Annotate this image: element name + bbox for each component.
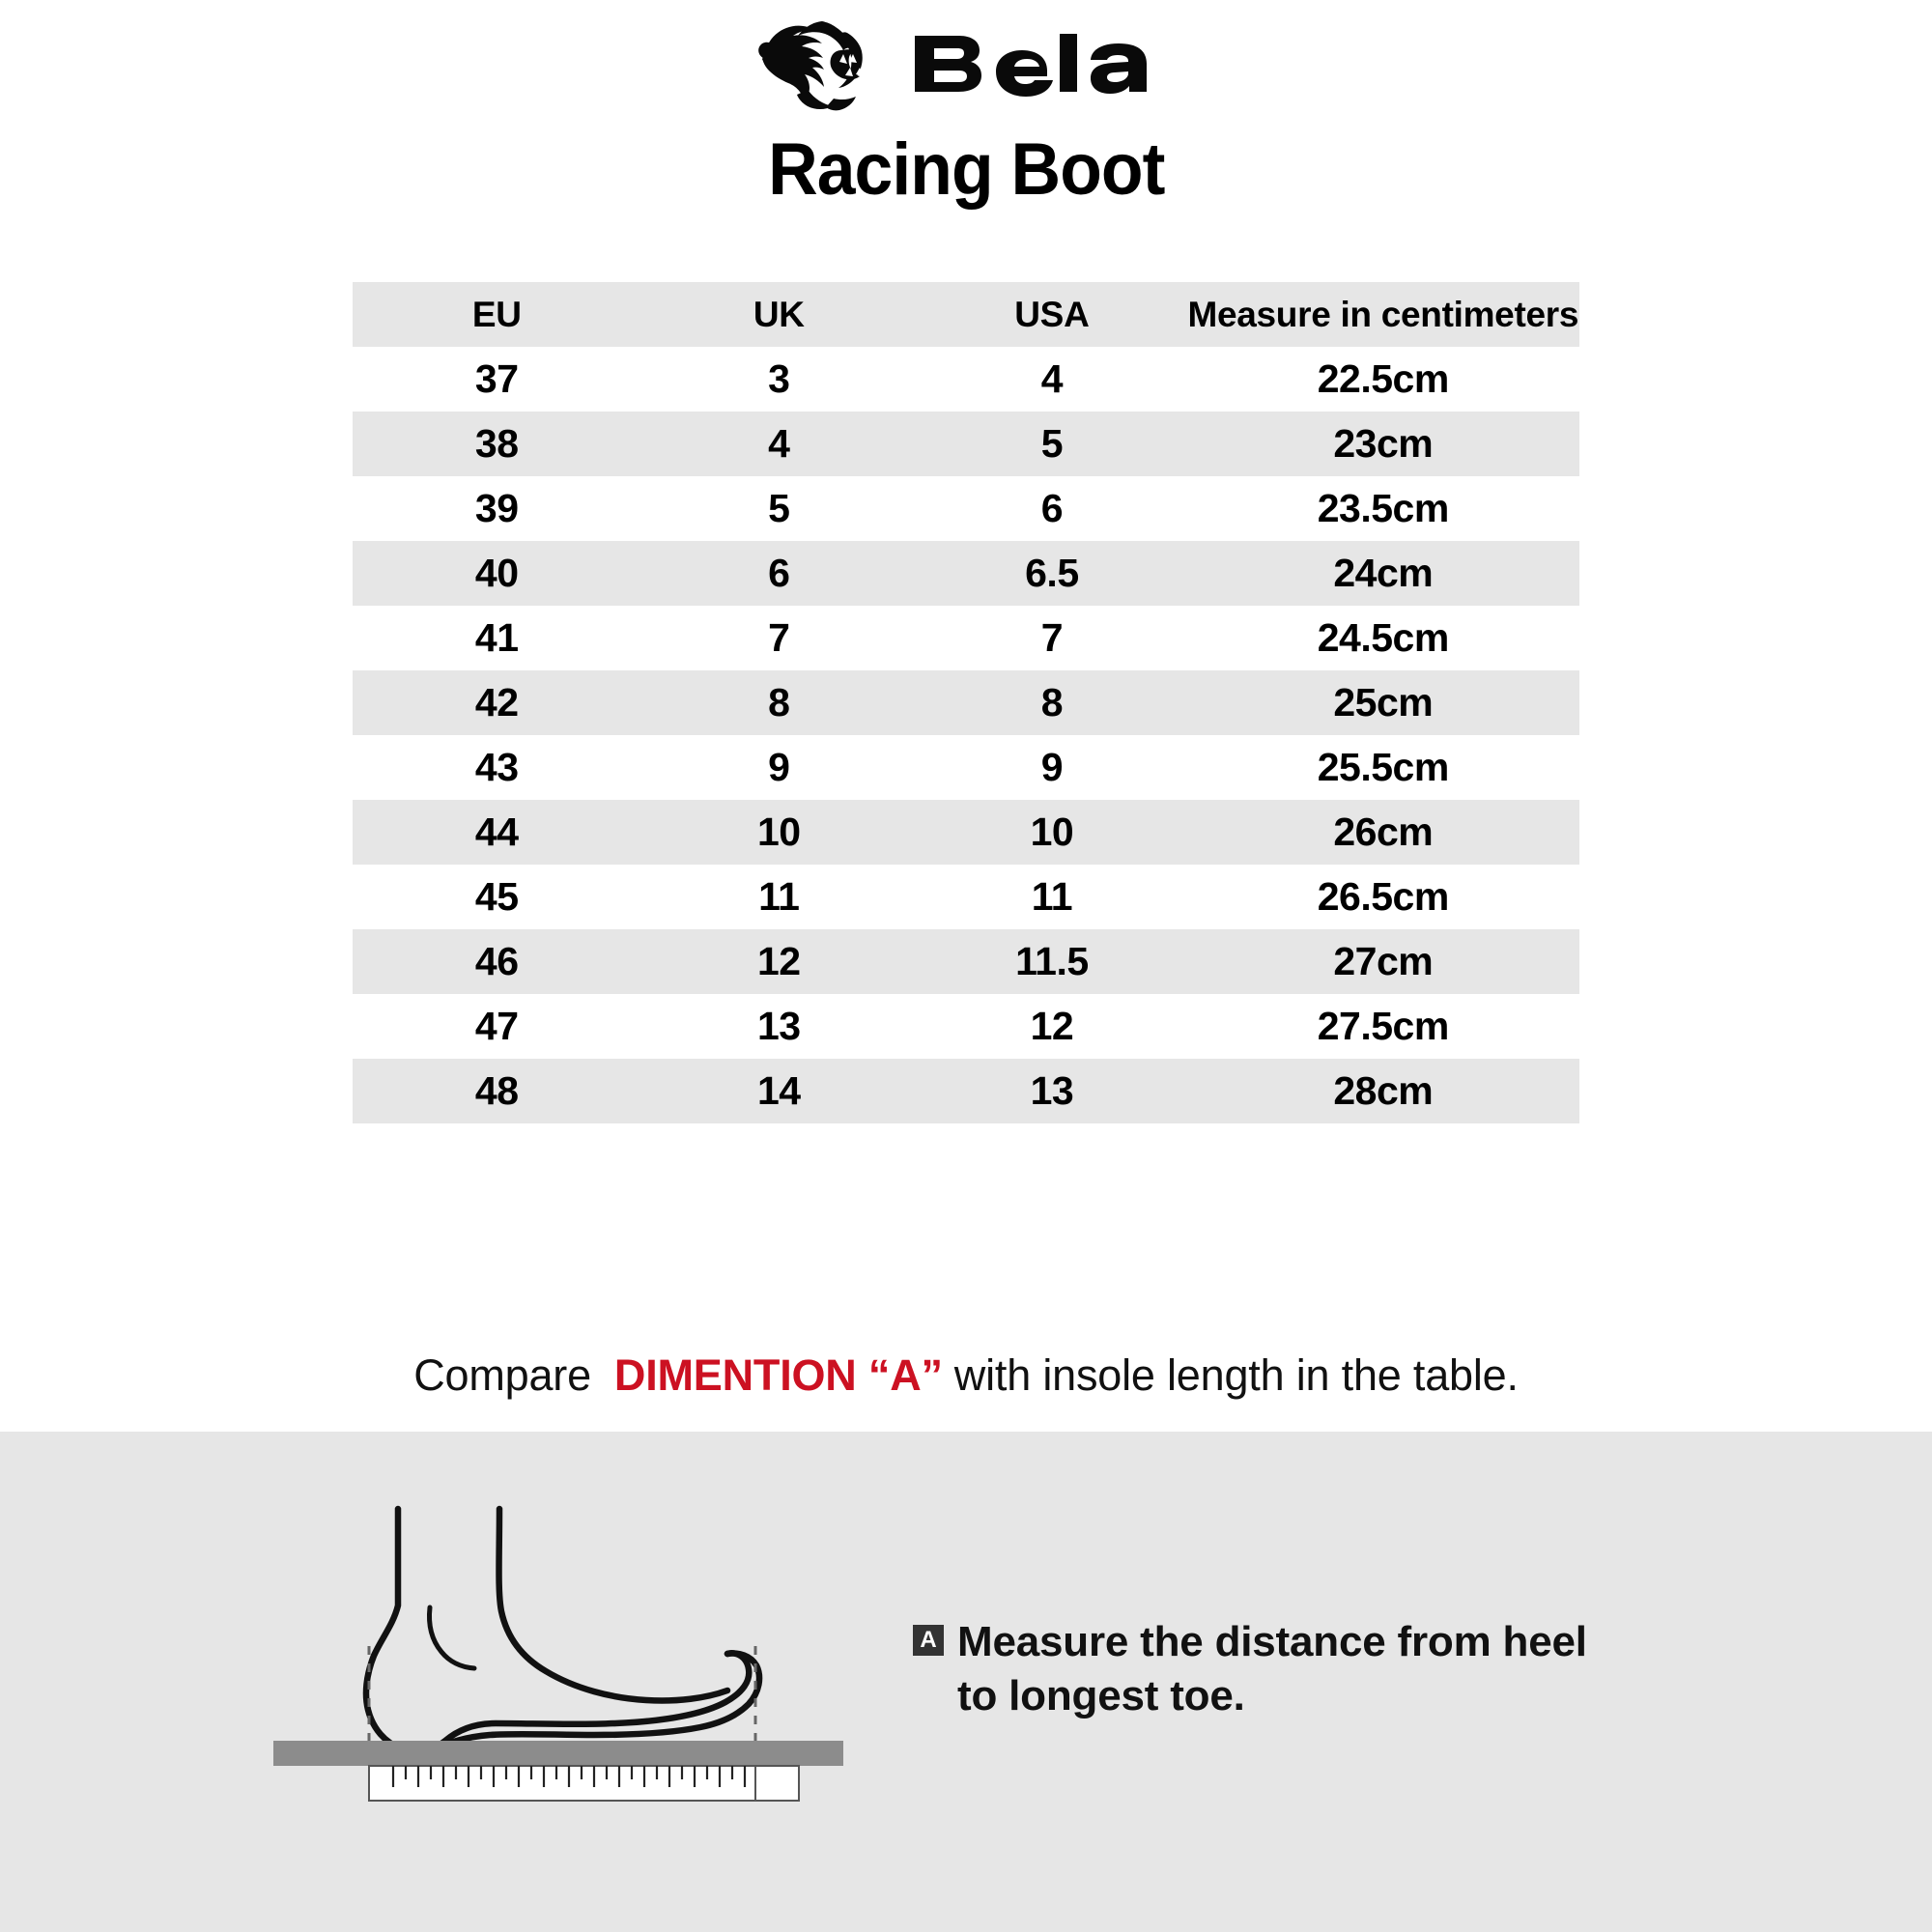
table-row: 40 6 6.5 24cm [353, 541, 1579, 606]
cell-cm: 24.5cm [1186, 606, 1579, 670]
measurement-panel: A Measure the distance from heel to long… [0, 1432, 1932, 1932]
cell-usa: 13 [917, 1059, 1187, 1123]
cell-eu: 38 [353, 412, 641, 476]
cell-uk: 13 [640, 994, 918, 1059]
cell-cm: 28cm [1186, 1059, 1579, 1123]
table-row: 42 8 8 25cm [353, 670, 1579, 735]
cell-eu: 41 [353, 606, 641, 670]
cell-cm: 26.5cm [1186, 865, 1579, 929]
cell-eu: 43 [353, 735, 641, 800]
cell-cm: 23cm [1186, 412, 1579, 476]
table-header-row: EU UK USA Measure in centimeters [353, 282, 1579, 347]
cell-cm: 23.5cm [1186, 476, 1579, 541]
cell-eu: 45 [353, 865, 641, 929]
size-chart-body: 37 3 4 22.5cm 38 4 5 23cm 39 5 6 23.5cm … [353, 347, 1579, 1123]
cell-cm: 27cm [1186, 929, 1579, 994]
cell-usa: 5 [917, 412, 1187, 476]
compare-note-accent: DIMENTION “A” [613, 1350, 943, 1400]
size-chart-table-wrapper: EU UK USA Measure in centimeters 37 3 4 … [353, 282, 1579, 1123]
brand-header: Racing Boot [0, 0, 1932, 212]
cell-uk: 10 [640, 800, 918, 865]
roaring-bear-head-icon [758, 21, 863, 111]
cell-usa: 6 [917, 476, 1187, 541]
cell-eu: 46 [353, 929, 641, 994]
cell-cm: 26cm [1186, 800, 1579, 865]
ruler [368, 1765, 800, 1802]
cell-eu: 47 [353, 994, 641, 1059]
logo [741, 14, 1191, 118]
cell-usa: 4 [917, 347, 1187, 412]
cell-cm: 25.5cm [1186, 735, 1579, 800]
column-header-cm: Measure in centimeters [1186, 282, 1579, 347]
cell-usa: 8 [917, 670, 1187, 735]
compare-note-suffix: with insole length in the table. [953, 1350, 1519, 1400]
cell-usa: 7 [917, 606, 1187, 670]
cell-uk: 3 [640, 347, 918, 412]
cell-eu: 37 [353, 347, 641, 412]
cell-eu: 40 [353, 541, 641, 606]
cell-uk: 12 [640, 929, 918, 994]
cell-eu: 39 [353, 476, 641, 541]
table-row: 37 3 4 22.5cm [353, 347, 1579, 412]
table-row: 43 9 9 25.5cm [353, 735, 1579, 800]
cell-eu: 42 [353, 670, 641, 735]
floor-bar [273, 1741, 843, 1766]
dimension-a-badge: A [913, 1625, 944, 1656]
measure-instruction-line-1: A Measure the distance from heel [913, 1615, 1608, 1669]
cell-cm: 27.5cm [1186, 994, 1579, 1059]
table-row: 45 11 11 26.5cm [353, 865, 1579, 929]
cell-usa: 9 [917, 735, 1187, 800]
cell-cm: 22.5cm [1186, 347, 1579, 412]
cell-uk: 11 [640, 865, 918, 929]
measure-instruction-text-2: to longest toe. [957, 1672, 1245, 1720]
cell-uk: 6 [640, 541, 918, 606]
table-row: 46 12 11.5 27cm [353, 929, 1579, 994]
compare-note: Compare DIMENTION “A” with insole length i… [0, 1350, 1932, 1401]
cell-usa: 6.5 [917, 541, 1187, 606]
table-row: 44 10 10 26cm [353, 800, 1579, 865]
cell-cm: 24cm [1186, 541, 1579, 606]
table-row: 47 13 12 27.5cm [353, 994, 1579, 1059]
foot-side-profile-with-ruler-icon [273, 1505, 843, 1802]
column-header-eu: EU [353, 282, 641, 347]
cell-usa: 11.5 [917, 929, 1187, 994]
table-row: 41 7 7 24.5cm [353, 606, 1579, 670]
column-header-uk: UK [640, 282, 918, 347]
cell-usa: 12 [917, 994, 1187, 1059]
cell-eu: 48 [353, 1059, 641, 1123]
cell-uk: 4 [640, 412, 918, 476]
measure-instruction: A Measure the distance from heel to long… [913, 1615, 1608, 1724]
page-title: Racing Boot [767, 128, 1165, 211]
column-header-usa: USA [917, 282, 1187, 347]
size-chart-table: EU UK USA Measure in centimeters 37 3 4 … [353, 282, 1579, 1123]
cell-usa: 10 [917, 800, 1187, 865]
cell-cm: 25cm [1186, 670, 1579, 735]
table-row: 48 14 13 28cm [353, 1059, 1579, 1123]
cell-uk: 8 [640, 670, 918, 735]
table-row: 38 4 5 23cm [353, 412, 1579, 476]
cell-uk: 5 [640, 476, 918, 541]
cell-eu: 44 [353, 800, 641, 865]
cell-usa: 11 [917, 865, 1187, 929]
measure-instruction-line-2: to longest toe. [957, 1669, 1608, 1723]
cell-uk: 7 [640, 606, 918, 670]
bela-wordmark [915, 34, 1147, 97]
table-row: 39 5 6 23.5cm [353, 476, 1579, 541]
measure-instruction-text-1: Measure the distance from heel [957, 1618, 1587, 1665]
cell-uk: 9 [640, 735, 918, 800]
compare-note-prefix: Compare [413, 1350, 591, 1400]
cell-uk: 14 [640, 1059, 918, 1123]
